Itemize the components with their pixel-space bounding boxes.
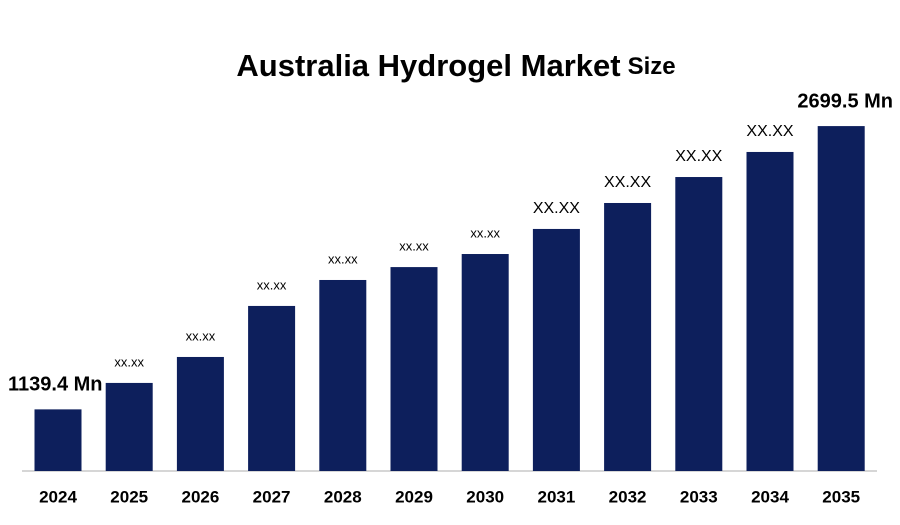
x-tick-label: 2029 [395,487,433,506]
bar [105,382,153,471]
bar [319,279,367,471]
x-tick-label: 2028 [324,487,362,506]
data-label: xx.xx [186,328,216,343]
bar [390,267,438,471]
data-label: 2699.5 Mn [797,90,893,112]
x-tick-label: 2034 [751,487,789,506]
bar [532,228,580,471]
data-label: XX.XX [675,148,722,165]
bar [817,126,865,471]
x-tick-label: 2033 [680,487,718,506]
x-tick-label: 2026 [181,487,219,506]
x-tick-label: 2025 [110,487,148,506]
data-label: XX.XX [746,123,793,140]
bar [176,356,224,471]
data-label: XX.XX [533,200,580,217]
x-tick-label: 2035 [822,487,860,506]
data-label: XX.XX [604,174,651,191]
data-label: xx.xx [328,251,358,266]
data-label: xx.xx [470,225,500,240]
bar [604,202,652,471]
data-label: 1139.4 Mn [8,374,103,396]
x-tick-label: 2027 [253,487,291,506]
chart-title: Australia Hydrogel Market Size [236,48,675,83]
bar [461,254,509,471]
bar [675,177,723,471]
x-tick-label: 2030 [466,487,504,506]
bar [248,305,296,471]
x-tick-label: 2032 [609,487,647,506]
x-tick-label: 2024 [39,487,77,506]
bar [746,151,794,471]
data-label: xx.xx [399,239,429,254]
data-label: xx.xx [114,354,144,369]
title-main: Australia Hydrogel Market [236,48,620,83]
data-label: xx.xx [257,277,287,292]
x-tick-label: 2031 [537,487,575,506]
bar [34,409,82,471]
title-suffix: Size [628,53,676,80]
